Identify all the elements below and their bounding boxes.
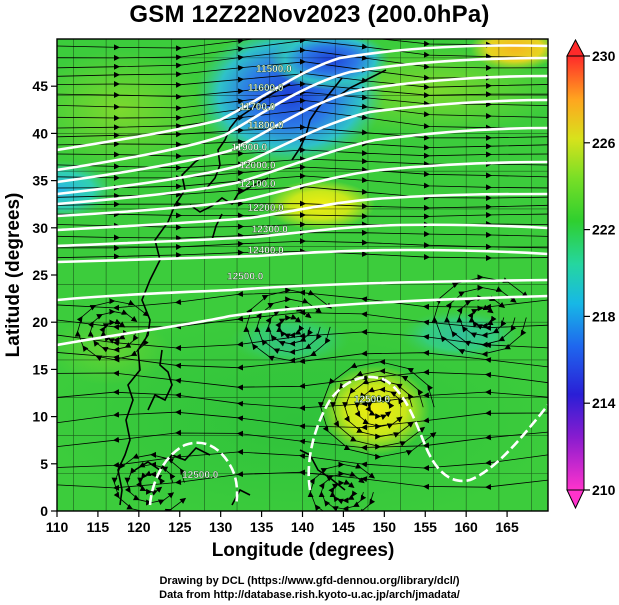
x-tick-label: 140 <box>291 519 315 535</box>
colorbar-max-triangle <box>566 38 585 57</box>
x-tick-label: 125 <box>168 519 192 535</box>
x-tick-label: 165 <box>495 519 519 535</box>
contour-value-label: 11700.0 <box>240 102 276 113</box>
streamline <box>57 289 548 311</box>
streamline <box>57 309 548 331</box>
contour-value-label: 11500.0 <box>256 64 292 75</box>
x-tick-label: 110 <box>46 519 69 535</box>
height-contours <box>57 44 548 506</box>
y-tick-label: 0 <box>40 503 48 519</box>
contour-labels: 11500.0 11600.0 11700.0 11800.0 11900.0 12000… <box>182 64 391 481</box>
contour-value-label: 11800.0 <box>248 121 284 132</box>
x-tick-label: 160 <box>454 519 478 535</box>
colorbar-tick-label: 218 <box>592 308 616 324</box>
map-title: GSM 12Z22Nov2023 (200.0hPa) <box>129 1 490 28</box>
coastlines <box>117 69 387 506</box>
y-tick-label: 25 <box>32 267 48 283</box>
contour-value-label: 12200.0 <box>248 203 285 214</box>
contour-value-label: 12100.0 <box>239 179 276 190</box>
x-axis-label: Longitude (degrees) <box>212 540 395 561</box>
y-tick-label: 45 <box>32 78 48 94</box>
colorbar-tick-label: 226 <box>592 135 616 151</box>
y-tick-label: 15 <box>32 361 48 377</box>
streamline <box>57 248 548 261</box>
streamline <box>57 389 548 412</box>
x-tick-label: 130 <box>209 519 233 535</box>
x-tick-label: 150 <box>373 519 397 535</box>
streamline <box>57 409 548 431</box>
x-tick-label: 115 <box>87 519 110 535</box>
y-tick-label: 5 <box>40 456 48 472</box>
credit-line-data: Data from http://database.rish.kyoto-u.a… <box>159 589 460 601</box>
y-tick-label: 35 <box>32 173 48 189</box>
contour-value-label: 11900.0 <box>232 142 268 153</box>
y-axis-label: Latitude (degrees) <box>3 193 24 358</box>
contour-value-label: 12400.0 <box>248 245 285 256</box>
y-axis: 0 5 10 15 20 25 30 35 40 45 <box>32 78 57 519</box>
streamline <box>57 329 548 351</box>
streamline <box>57 200 548 211</box>
colorbar-tick-label: 214 <box>592 395 616 411</box>
wind-streamlines <box>57 39 548 511</box>
streamline <box>57 238 548 251</box>
y-tick-label: 30 <box>32 220 48 236</box>
contour-value-label: 12000.0 <box>239 160 276 171</box>
x-tick-label: 120 <box>127 519 151 535</box>
y-tick-label: 20 <box>32 314 48 330</box>
contour-value-label: 12300.0 <box>252 225 289 236</box>
contour-value-label: 12500.0 <box>227 272 264 283</box>
streamline <box>57 429 548 451</box>
x-tick-label: 155 <box>414 519 438 535</box>
colorbar-tick-label: 210 <box>592 482 616 498</box>
y-tick-label: 10 <box>32 409 48 425</box>
streamline <box>57 136 548 151</box>
x-axis: 110 115 120 125 130 135 140 145 150 155 160 165 <box>46 511 519 535</box>
colorbar: 210 214 218 222 226 230 <box>566 38 616 510</box>
colorbar-min-triangle <box>566 489 585 510</box>
x-tick-label: 135 <box>250 519 274 535</box>
streamline <box>57 349 548 371</box>
streamline <box>57 448 548 471</box>
y-tick-label: 40 <box>32 125 48 141</box>
contour-value-label: 12500.0 <box>354 394 391 405</box>
streamline <box>57 469 548 491</box>
x-tick-label: 145 <box>332 519 356 535</box>
colorbar-tick-label: 222 <box>592 222 616 238</box>
credit-line-dcl: Drawing by DCL (https://www.gfd-dennou.o… <box>159 575 460 587</box>
streamline <box>57 211 548 220</box>
contour-value-label: 11600.0 <box>248 83 284 94</box>
contour-value-label: 12500.0 <box>182 470 219 481</box>
colorbar-tick-label: 230 <box>592 48 616 64</box>
